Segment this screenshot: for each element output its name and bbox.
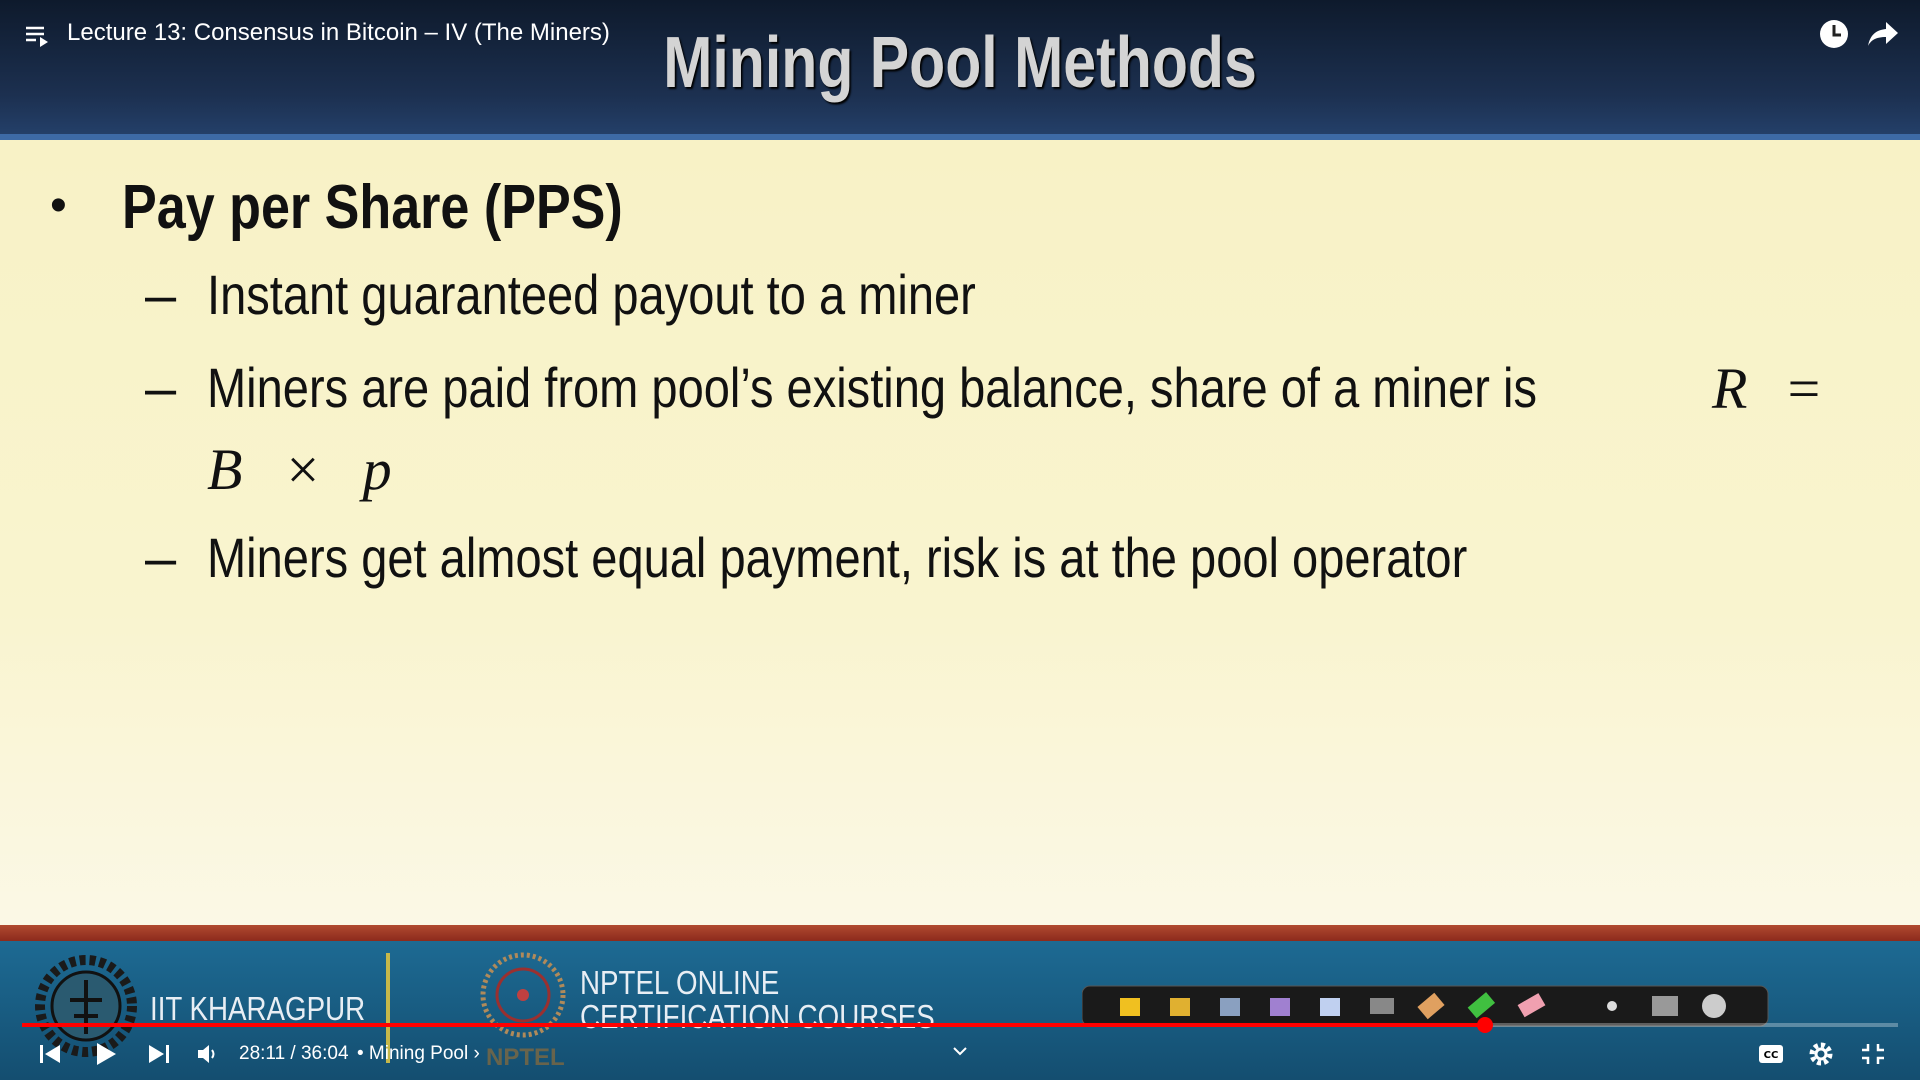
sub-bullet: Miners get almost equal payment, risk is… [207,526,1468,589]
dash: – [145,526,177,589]
sub-bullet: Miners are paid from pool’s existing bal… [207,356,1537,419]
play-button[interactable] [92,1040,120,1068]
formula: B × p [207,437,392,502]
prev-button[interactable] [38,1042,64,1066]
dash: – [145,356,177,419]
video-title[interactable]: Lecture 13: Consensus in Bitcoin – IV (T… [67,19,610,46]
nptel-logo [480,952,566,1038]
footer-stripe [0,925,1920,941]
volume-button[interactable] [196,1042,222,1066]
share[interactable] [1866,18,1900,50]
next-button[interactable] [146,1042,172,1066]
svg-text:CC: CC [1764,1050,1779,1061]
bullet-mark: • [50,179,67,232]
program: NPTEL ONLINE [580,964,780,1001]
slide-body [0,140,1920,928]
playlist-icon[interactable] [24,22,52,50]
exit-fullscreen[interactable] [1860,1042,1886,1066]
expand[interactable] [950,1044,970,1058]
program: CERTIFICATION COURSES [580,998,935,1035]
chapter[interactable]: • Mining Pool › [357,1043,480,1064]
bullet: Pay per Share (PPS) [122,173,623,242]
drawing-toolbar [1082,985,1769,1027]
settings[interactable] [1808,1041,1834,1067]
progress-bar [22,1023,1486,1027]
slide-header [0,0,1920,136]
divider [386,953,390,1063]
institute: IIT KHARAGPUR [150,990,366,1027]
dash: – [145,263,177,326]
formula: R = [1712,356,1824,421]
watch-later[interactable] [1818,18,1850,50]
brand: NPTEL [486,1044,565,1071]
captions[interactable]: CC [1758,1043,1784,1065]
header-rule [0,134,1920,140]
slide-title: Mining Pool Methods [663,23,1257,103]
sub-bullet: Instant guaranteed payout to a miner [207,263,976,326]
scrubber[interactable] [1477,1017,1494,1033]
time: 28:11 / 36:04 [239,1043,349,1064]
